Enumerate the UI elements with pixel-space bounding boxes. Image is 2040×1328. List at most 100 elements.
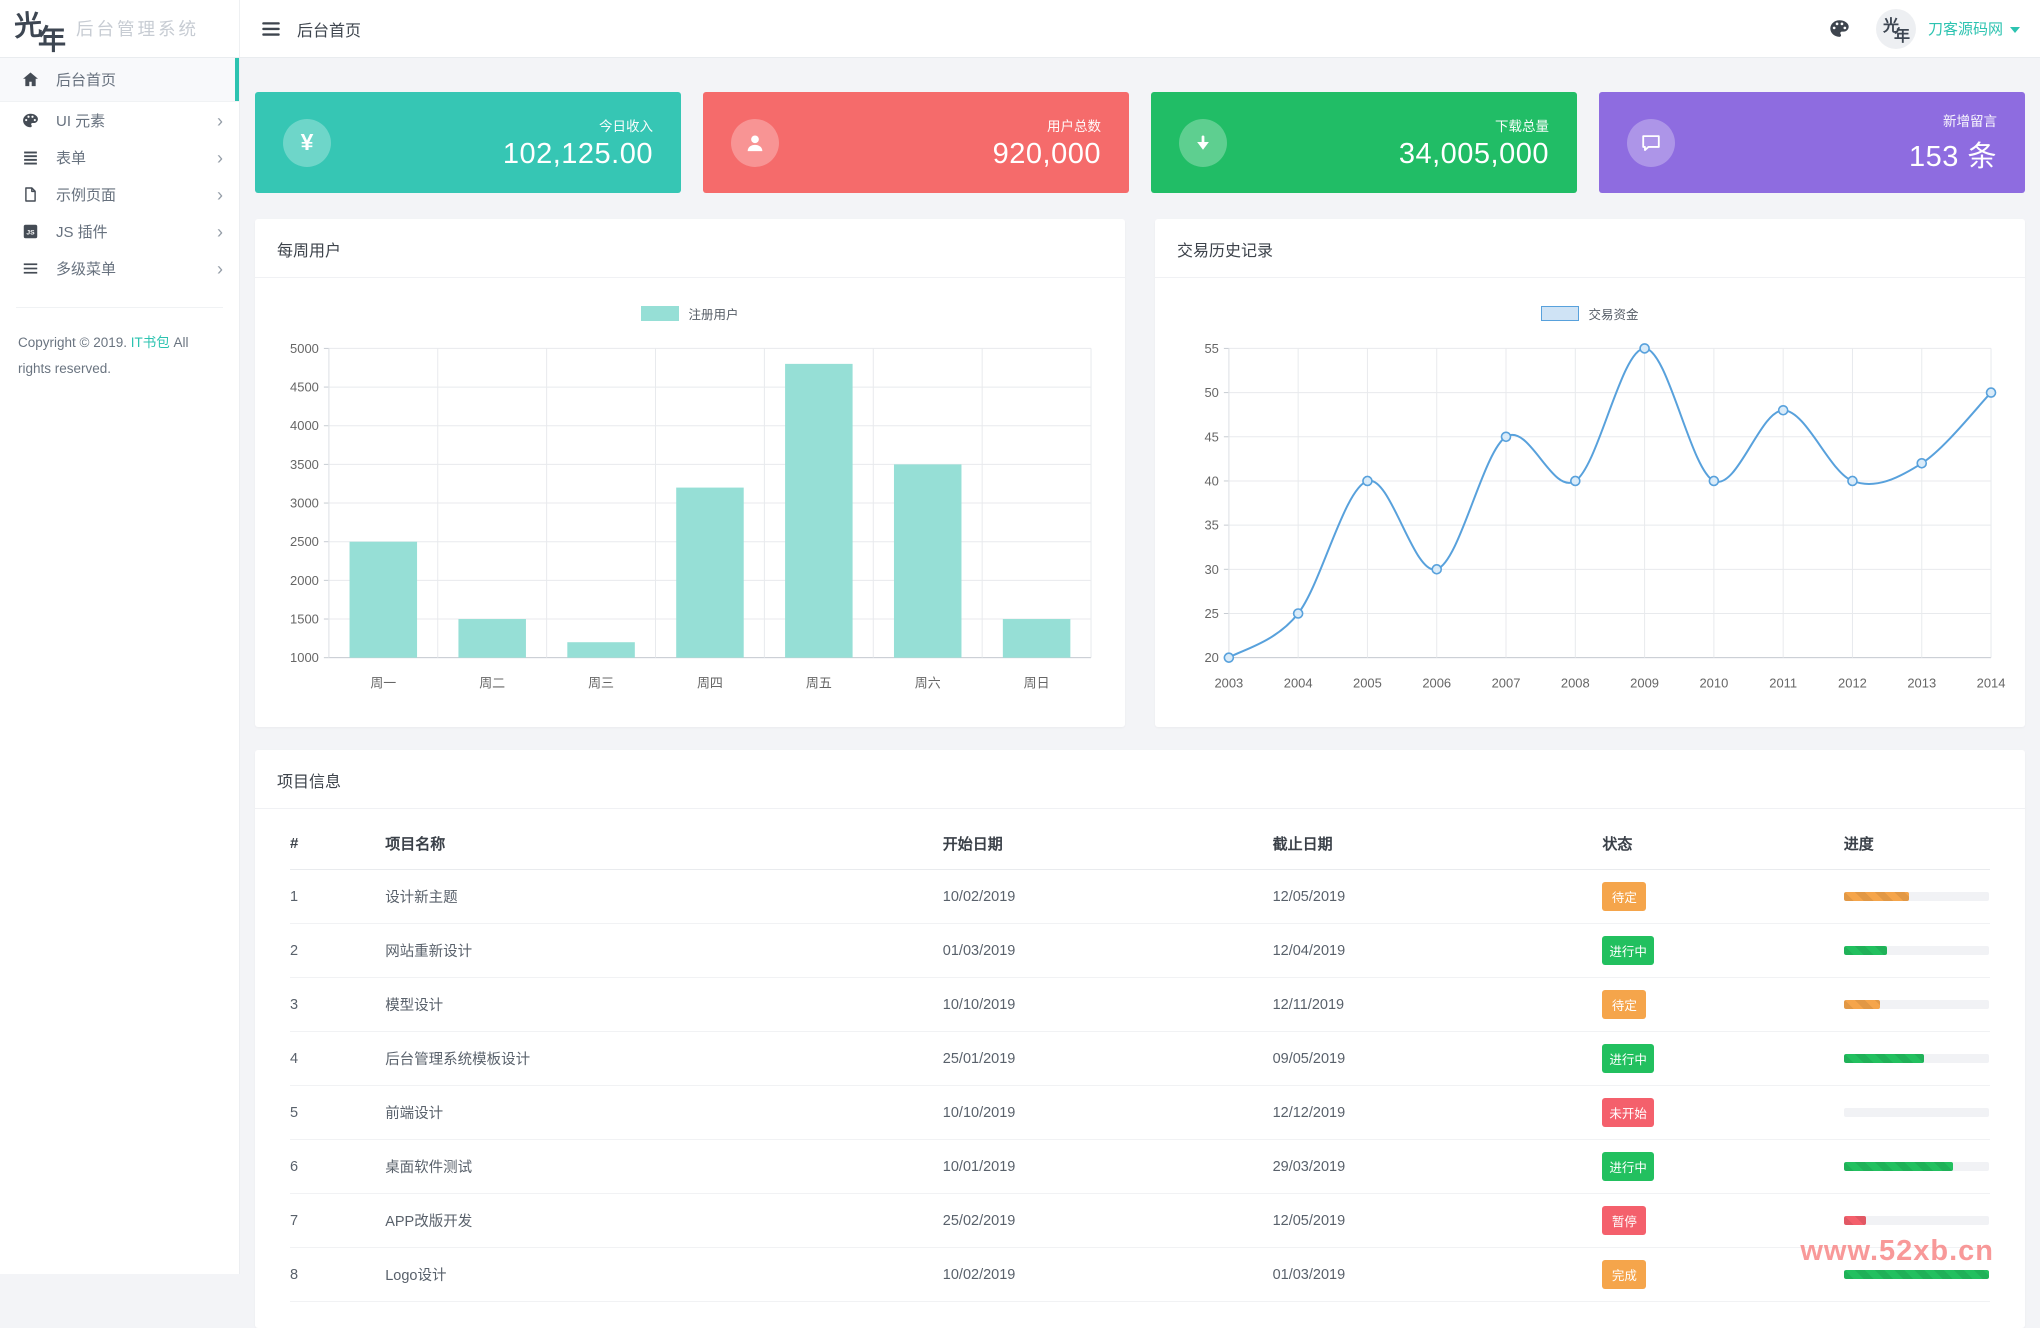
stat-card-yen: ¥ 今日收入 102,125.00 xyxy=(255,92,681,193)
cell-index: 8 xyxy=(290,1247,386,1302)
charts-row: 每周用户 注册用户 1000 1500 2000 2500 3000 3500 4000 45… xyxy=(255,219,2025,727)
line-chart: 20 25 30 35 40 45 50 55 2003 2004 2005 2006 2007 2008… xyxy=(1155,323,2025,727)
chevron-right-icon: › xyxy=(217,110,223,131)
bar-chart-legend[interactable]: 注册用户 xyxy=(255,304,1125,323)
yen-icon: ¥ xyxy=(283,118,331,167)
sidebar-item-form[interactable]: 表单 › xyxy=(0,139,239,176)
status-badge: 待定 xyxy=(1602,990,1647,1019)
svg-text:25: 25 xyxy=(1204,606,1218,621)
user-avatar[interactable]: 光 年 xyxy=(1875,8,1916,49)
svg-text:2005: 2005 xyxy=(1353,676,1382,691)
cell-start-date: 25/01/2019 xyxy=(942,1031,1273,1086)
legend-swatch xyxy=(1541,306,1580,321)
topbar-right: 光 年 刀客源码网 xyxy=(1829,8,2020,49)
stat-cards-row: ¥ 今日收入 102,125.00 用户总数 920,000 下载总量 34,005,000… xyxy=(255,92,2025,193)
chevron-right-icon: › xyxy=(217,184,223,205)
cell-project-name: 前端设计 xyxy=(385,1085,943,1140)
comment-icon xyxy=(1627,118,1675,167)
svg-text:周六: 周六 xyxy=(915,676,941,691)
progress-track xyxy=(1843,1000,1989,1009)
breadcrumb: 后台首页 xyxy=(297,22,362,40)
table-header-cell: 状态 xyxy=(1602,815,1844,870)
legend-label: 交易资金 xyxy=(1588,308,1639,322)
line-chart-svg: 20 25 30 35 40 45 50 55 2003 2004 2005 2006 2007 2008… xyxy=(1204,341,2005,691)
chevron-right-icon: › xyxy=(217,147,223,168)
cell-start-date: 25/02/2019 xyxy=(942,1193,1273,1248)
status-badge: 完成 xyxy=(1602,1260,1647,1289)
svg-text:1000: 1000 xyxy=(290,650,319,665)
cell-index: 3 xyxy=(290,977,386,1032)
table-header-row: # 项目名称 开始日期 截止日期 状态 进度 xyxy=(290,815,1990,870)
stat-card-label: 今日收入 xyxy=(599,118,653,134)
copyright-suffix: All rights reserved. xyxy=(18,335,189,377)
copyright-prefix: Copyright © 2019. xyxy=(18,335,128,350)
svg-text:周二: 周二 xyxy=(479,676,505,691)
cell-project-name: APP改版开发 xyxy=(385,1193,943,1248)
user-menu[interactable]: 刀客源码网 xyxy=(1928,18,2020,39)
status-badge: 进行中 xyxy=(1602,1152,1654,1181)
app-title: 后台管理系统 xyxy=(76,19,199,39)
user-name: 刀客源码网 xyxy=(1927,21,2003,38)
cell-progress xyxy=(1843,1031,1990,1086)
svg-text:30: 30 xyxy=(1204,562,1218,577)
progress-bar xyxy=(1843,892,1910,901)
divider xyxy=(1155,277,2025,278)
cell-start-date: 10/10/2019 xyxy=(942,977,1273,1032)
sidebar-item-js[interactable]: JS JS 插件 › xyxy=(0,213,239,250)
sidebar-item-label: UI 元素 xyxy=(56,113,106,130)
stat-card-text: 用户总数 920,000 xyxy=(993,115,1101,171)
progress-bar xyxy=(1843,1216,1866,1225)
cell-status: 待定 xyxy=(1602,977,1844,1032)
svg-text:周四: 周四 xyxy=(697,676,723,691)
svg-text:2011: 2011 xyxy=(1769,676,1797,691)
cell-project-name: 桌面软件测试 xyxy=(385,1139,943,1194)
home-icon xyxy=(22,71,39,88)
svg-text:1500: 1500 xyxy=(290,612,319,627)
progress-bar xyxy=(1843,1054,1924,1063)
copyright-link[interactable]: IT书包 xyxy=(130,335,170,350)
main-content: ¥ 今日收入 102,125.00 用户总数 920,000 下载总量 34,005,000… xyxy=(240,57,2040,1328)
svg-text:2006: 2006 xyxy=(1422,676,1451,691)
cell-status: 进行中 xyxy=(1602,923,1844,978)
svg-text:周三: 周三 xyxy=(588,676,614,691)
cell-project-name: 模型设计 xyxy=(385,977,943,1032)
divider xyxy=(255,808,2025,809)
stat-card-label: 下载总量 xyxy=(1495,118,1549,134)
trade-history-panel: 交易历史记录 交易资金 20 25 30 35 40 45 50 55 2003 2004 2005… xyxy=(1155,219,2025,727)
progress-track xyxy=(1843,1270,1989,1279)
sidebar-menu: 后台首页 UI 元素 › 表单 › 示例页面 › JS JS 插件 › 多级菜单 › xyxy=(0,57,239,287)
progress-track xyxy=(1843,892,1989,901)
cell-start-date: 10/10/2019 xyxy=(942,1085,1273,1140)
panel-title: 项目信息 xyxy=(277,774,342,791)
table-body: 1 设计新主题 10/02/2019 12/05/2019 待定 2 网站重新设计 01/03… xyxy=(290,869,1990,1302)
sidebar-item-menu[interactable]: 多级菜单 › xyxy=(0,250,239,287)
chevron-right-icon: › xyxy=(217,221,223,242)
svg-text:2000: 2000 xyxy=(290,573,319,588)
table-header-cell: 开始日期 xyxy=(942,815,1273,870)
line-chart-legend[interactable]: 交易资金 xyxy=(1155,304,2025,323)
sidebar-item-label: 示例页面 xyxy=(56,187,117,204)
cell-project-name: 后台管理系统模板设计 xyxy=(385,1031,943,1086)
sidebar-item-home[interactable]: 后台首页 xyxy=(0,57,239,102)
progress-track xyxy=(1843,1054,1989,1063)
cell-start-date: 01/03/2019 xyxy=(942,923,1273,978)
theme-palette-icon[interactable] xyxy=(1829,18,1850,39)
sidebar-item-palette[interactable]: UI 元素 › xyxy=(0,102,239,139)
legend-label: 注册用户 xyxy=(688,308,739,322)
legend-swatch xyxy=(641,306,680,321)
top-bar: 光 年 后台管理系统 后台首页 光 年 刀客源码网 xyxy=(0,0,2040,58)
form-icon xyxy=(22,149,39,166)
table-row: 7 APP改版开发 25/02/2019 12/05/2019 暂停 xyxy=(290,1193,1990,1248)
svg-text:3500: 3500 xyxy=(290,457,319,472)
stat-card-value: 153 条 xyxy=(1909,141,1997,173)
cell-index: 6 xyxy=(290,1139,386,1194)
sidebar-toggle-icon[interactable] xyxy=(260,18,282,40)
table-header-cell: 项目名称 xyxy=(385,815,943,870)
projects-table: # 项目名称 开始日期 截止日期 状态 进度 1 设计新主题 10/02/2019 12/05/… xyxy=(290,815,1990,1302)
stat-card-comment: 新增留言 153 条 xyxy=(1599,92,2025,193)
table-header-cell: 截止日期 xyxy=(1272,815,1603,870)
stat-card-label: 用户总数 xyxy=(1047,118,1101,134)
svg-text:20: 20 xyxy=(1204,650,1218,665)
sidebar-item-page[interactable]: 示例页面 › xyxy=(0,176,239,213)
cell-end-date: 12/05/2019 xyxy=(1272,1193,1603,1248)
